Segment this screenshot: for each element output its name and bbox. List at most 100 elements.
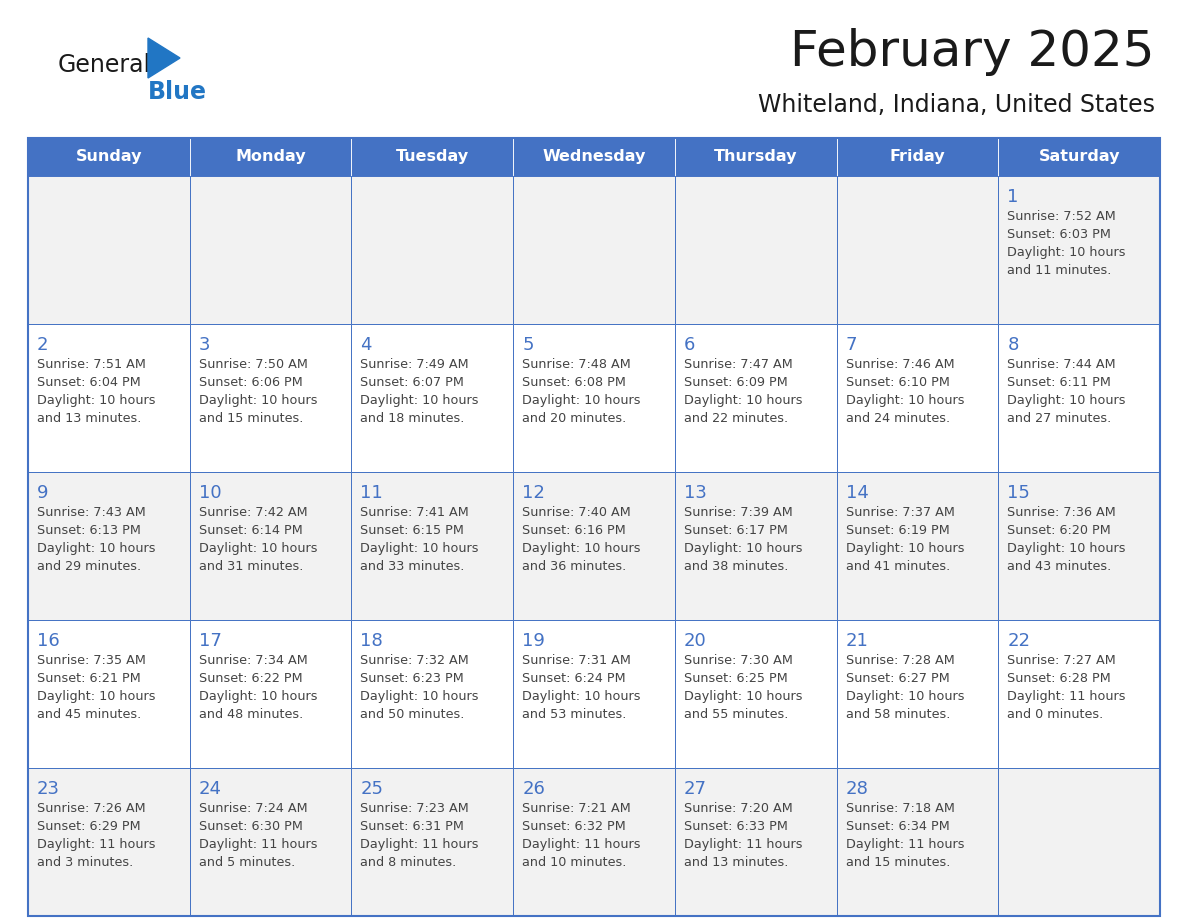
Text: Daylight: 10 hours: Daylight: 10 hours (846, 394, 965, 407)
Text: Sunrise: 7:24 AM: Sunrise: 7:24 AM (198, 802, 308, 815)
Bar (352, 324, 513, 472)
Text: Sunrise: 7:30 AM: Sunrise: 7:30 AM (684, 654, 792, 667)
Text: Daylight: 10 hours: Daylight: 10 hours (523, 394, 640, 407)
Text: Thursday: Thursday (714, 150, 797, 164)
Text: 2: 2 (37, 336, 49, 354)
Bar (190, 472, 352, 620)
Bar (29, 138, 1159, 916)
Text: Sunrise: 7:31 AM: Sunrise: 7:31 AM (523, 654, 631, 667)
Text: Sunset: 6:19 PM: Sunset: 6:19 PM (846, 524, 949, 537)
Text: Sunset: 6:21 PM: Sunset: 6:21 PM (37, 672, 140, 685)
Bar (190, 138, 352, 176)
Text: Sunset: 6:25 PM: Sunset: 6:25 PM (684, 672, 788, 685)
Text: 15: 15 (1007, 484, 1030, 502)
Text: Sunrise: 7:49 AM: Sunrise: 7:49 AM (360, 358, 469, 371)
Text: and 5 minutes.: and 5 minutes. (198, 856, 295, 869)
Bar (29, 768, 190, 916)
Text: Daylight: 10 hours: Daylight: 10 hours (523, 542, 640, 555)
Text: Sunrise: 7:51 AM: Sunrise: 7:51 AM (37, 358, 146, 371)
Text: 23: 23 (37, 780, 61, 798)
Text: Daylight: 10 hours: Daylight: 10 hours (1007, 246, 1126, 259)
Text: Daylight: 10 hours: Daylight: 10 hours (684, 394, 802, 407)
Text: Sunset: 6:07 PM: Sunset: 6:07 PM (360, 376, 465, 389)
Text: and 27 minutes.: and 27 minutes. (1007, 412, 1112, 425)
Text: Daylight: 10 hours: Daylight: 10 hours (846, 542, 965, 555)
Text: Blue: Blue (148, 80, 207, 104)
Text: and 11 minutes.: and 11 minutes. (1007, 264, 1112, 277)
Text: Sunset: 6:04 PM: Sunset: 6:04 PM (37, 376, 140, 389)
Text: 1: 1 (1007, 188, 1018, 206)
Text: Daylight: 10 hours: Daylight: 10 hours (684, 542, 802, 555)
Text: Daylight: 10 hours: Daylight: 10 hours (198, 542, 317, 555)
Bar (190, 620, 352, 768)
Bar (836, 138, 998, 176)
Text: Sunset: 6:17 PM: Sunset: 6:17 PM (684, 524, 788, 537)
Text: 12: 12 (523, 484, 545, 502)
Text: Sunrise: 7:42 AM: Sunrise: 7:42 AM (198, 506, 308, 519)
Text: Sunrise: 7:47 AM: Sunrise: 7:47 AM (684, 358, 792, 371)
Text: and 53 minutes.: and 53 minutes. (523, 708, 626, 721)
Text: Sunset: 6:11 PM: Sunset: 6:11 PM (1007, 376, 1111, 389)
Text: Sunset: 6:16 PM: Sunset: 6:16 PM (523, 524, 626, 537)
Text: 21: 21 (846, 632, 868, 650)
Bar (998, 324, 1159, 472)
Text: Sunrise: 7:40 AM: Sunrise: 7:40 AM (523, 506, 631, 519)
Text: Sunset: 6:34 PM: Sunset: 6:34 PM (846, 820, 949, 833)
Text: and 29 minutes.: and 29 minutes. (37, 560, 141, 573)
Text: 16: 16 (37, 632, 59, 650)
Text: Daylight: 10 hours: Daylight: 10 hours (360, 690, 479, 703)
Bar (513, 620, 675, 768)
Text: and 22 minutes.: and 22 minutes. (684, 412, 788, 425)
Text: Sunset: 6:29 PM: Sunset: 6:29 PM (37, 820, 140, 833)
Text: Sunrise: 7:23 AM: Sunrise: 7:23 AM (360, 802, 469, 815)
Text: 20: 20 (684, 632, 707, 650)
Text: and 45 minutes.: and 45 minutes. (37, 708, 141, 721)
Bar (998, 620, 1159, 768)
Text: and 43 minutes.: and 43 minutes. (1007, 560, 1112, 573)
Bar (513, 176, 675, 324)
Bar (29, 138, 190, 176)
Text: Whiteland, Indiana, United States: Whiteland, Indiana, United States (758, 93, 1155, 117)
Text: Daylight: 10 hours: Daylight: 10 hours (684, 690, 802, 703)
Text: Sunrise: 7:48 AM: Sunrise: 7:48 AM (523, 358, 631, 371)
Text: Sunrise: 7:28 AM: Sunrise: 7:28 AM (846, 654, 954, 667)
Text: 3: 3 (198, 336, 210, 354)
Text: and 33 minutes.: and 33 minutes. (360, 560, 465, 573)
Text: Sunrise: 7:26 AM: Sunrise: 7:26 AM (37, 802, 146, 815)
Text: Sunrise: 7:43 AM: Sunrise: 7:43 AM (37, 506, 146, 519)
Text: Sunrise: 7:44 AM: Sunrise: 7:44 AM (1007, 358, 1116, 371)
Text: Daylight: 10 hours: Daylight: 10 hours (1007, 542, 1126, 555)
Text: and 58 minutes.: and 58 minutes. (846, 708, 950, 721)
Bar (352, 138, 513, 176)
Text: Sunrise: 7:21 AM: Sunrise: 7:21 AM (523, 802, 631, 815)
Bar (998, 138, 1159, 176)
Text: Wednesday: Wednesday (542, 150, 646, 164)
Bar (513, 324, 675, 472)
Text: Sunset: 6:27 PM: Sunset: 6:27 PM (846, 672, 949, 685)
Text: Sunrise: 7:37 AM: Sunrise: 7:37 AM (846, 506, 954, 519)
Text: Daylight: 10 hours: Daylight: 10 hours (37, 394, 156, 407)
Bar (675, 138, 836, 176)
Bar (513, 138, 675, 176)
Bar (352, 472, 513, 620)
Text: Sunset: 6:15 PM: Sunset: 6:15 PM (360, 524, 465, 537)
Bar (836, 324, 998, 472)
Text: and 48 minutes.: and 48 minutes. (198, 708, 303, 721)
Bar (675, 620, 836, 768)
Bar (836, 472, 998, 620)
Text: 17: 17 (198, 632, 222, 650)
Text: and 50 minutes.: and 50 minutes. (360, 708, 465, 721)
Text: and 24 minutes.: and 24 minutes. (846, 412, 949, 425)
Text: 6: 6 (684, 336, 695, 354)
Bar (29, 472, 190, 620)
Text: 18: 18 (360, 632, 384, 650)
Text: Sunrise: 7:18 AM: Sunrise: 7:18 AM (846, 802, 954, 815)
Text: Daylight: 11 hours: Daylight: 11 hours (846, 838, 965, 851)
Bar (352, 176, 513, 324)
Text: Daylight: 11 hours: Daylight: 11 hours (523, 838, 640, 851)
Text: 11: 11 (360, 484, 384, 502)
Text: Sunset: 6:13 PM: Sunset: 6:13 PM (37, 524, 141, 537)
Text: Daylight: 10 hours: Daylight: 10 hours (198, 394, 317, 407)
Text: 8: 8 (1007, 336, 1018, 354)
Text: Sunset: 6:09 PM: Sunset: 6:09 PM (684, 376, 788, 389)
